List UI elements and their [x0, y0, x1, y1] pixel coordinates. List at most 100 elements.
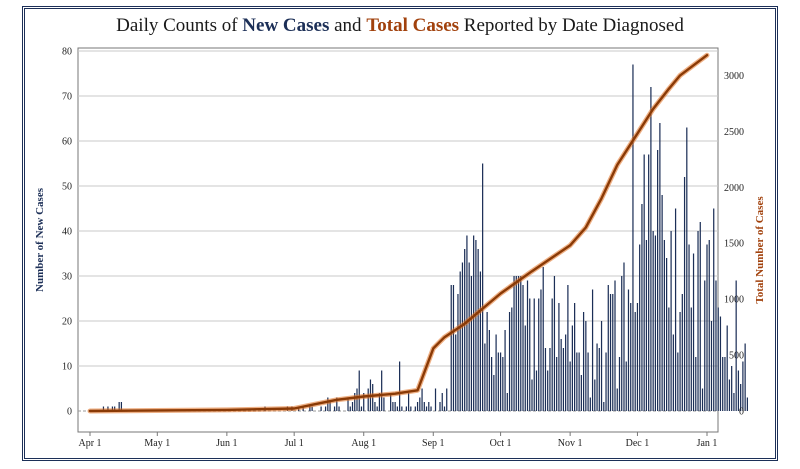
x-tick-label: May 1 [144, 438, 170, 449]
new-cases-bar [605, 352, 607, 411]
new-cases-bar [562, 348, 565, 411]
new-cases-bar [499, 352, 502, 411]
new-cases-bar [515, 276, 517, 411]
new-cases-bar [488, 330, 490, 411]
new-cases-bar [540, 289, 542, 411]
right-tick-label: 1000 [724, 295, 744, 306]
new-cases-bar [692, 253, 695, 411]
new-cases-bar [392, 402, 394, 411]
new-cases-bar [695, 357, 697, 411]
new-cases-bar [582, 312, 585, 411]
new-cases-bar [363, 393, 365, 411]
new-cases-bar [616, 388, 618, 411]
new-cases-bar [600, 321, 603, 411]
new-cases-bar [598, 348, 600, 411]
new-cases-bar [618, 357, 621, 411]
new-cases-bar [679, 312, 681, 411]
new-cases-bar [607, 285, 609, 411]
new-cases-bar [524, 325, 526, 411]
new-cases-bar [309, 406, 311, 411]
new-cases-bar [374, 402, 376, 411]
new-cases-bar [728, 379, 731, 411]
new-cases-bar [482, 163, 484, 411]
x-tick-label: Oct 1 [490, 438, 512, 449]
new-cases-bar [407, 393, 410, 411]
title-prefix: Daily Counts of [116, 15, 243, 36]
left-tick-label: 50 [62, 182, 72, 193]
new-cases-bar [338, 406, 340, 411]
new-cases-bar [493, 375, 495, 411]
new-cases-bar [717, 307, 719, 411]
left-axis-title: Number of New Cases [34, 187, 46, 292]
new-cases-bar [522, 285, 524, 411]
new-cases-bar [495, 334, 497, 411]
new-cases-bar [603, 402, 605, 411]
new-cases-bar [746, 397, 748, 411]
new-cases-bar [690, 307, 692, 411]
new-cases-bar [490, 357, 493, 411]
total-cases-line [87, 52, 710, 414]
left-axis-ticks: 0 10 20 30 40 50 60 70 80 [62, 47, 72, 418]
new-cases-bar [630, 303, 632, 411]
left-tick-label: 0 [67, 407, 72, 418]
new-cases-bar [443, 406, 446, 411]
new-cases-bar [708, 240, 710, 411]
new-cases-bar [621, 276, 623, 411]
new-cases-bar [571, 325, 573, 411]
new-cases-bar [349, 406, 351, 411]
new-cases-bar [414, 406, 416, 411]
new-cases-bar [533, 298, 535, 411]
new-cases-bar [506, 393, 508, 411]
title-mid: and [329, 15, 367, 36]
new-cases-bar [614, 280, 616, 411]
new-cases-bar [663, 240, 665, 411]
new-cases-bar [697, 231, 699, 411]
new-cases-bar [544, 348, 547, 411]
new-cases-bar [351, 402, 354, 411]
new-cases-bar [324, 406, 327, 411]
left-tick-label: 20 [62, 317, 72, 328]
new-cases-bar [596, 343, 598, 411]
total-cases-line [88, 54, 709, 413]
new-cases-bar [486, 312, 488, 411]
new-cases-bar [710, 321, 713, 411]
new-cases-bar [360, 406, 363, 411]
x-tick-label: Jul 1 [285, 438, 304, 449]
new-cases-bar [726, 325, 728, 411]
new-cases-bar [585, 321, 587, 411]
new-cases-bar [468, 262, 470, 411]
new-cases-bar [347, 397, 349, 411]
new-cases-bar [311, 406, 313, 411]
new-cases-bar [394, 402, 396, 411]
new-cases-bar [639, 244, 641, 411]
new-cases-bar [569, 361, 571, 411]
new-cases-bar [354, 393, 356, 411]
new-cases-bar [381, 370, 383, 411]
new-cases-bar [625, 361, 627, 411]
new-cases-bar [565, 334, 567, 411]
new-cases-bar [502, 357, 504, 411]
new-cases-bar [668, 307, 670, 411]
new-cases-bar [416, 402, 419, 411]
new-cases-bar [367, 388, 369, 411]
new-cases-bar [713, 208, 715, 411]
x-tick-label: Jan 1 [697, 438, 718, 449]
new-cases-bar [670, 231, 672, 411]
title-total-cases: Total Cases [366, 15, 460, 36]
title-new-cases: New Cases [242, 15, 330, 36]
new-cases-bar [430, 406, 432, 411]
left-tick-label: 60 [62, 137, 72, 148]
new-cases-bar [423, 402, 425, 411]
x-tick-label: Dec 1 [626, 438, 650, 449]
new-cases-bar [401, 406, 403, 411]
new-cases-bar [553, 276, 556, 411]
new-cases-bar [744, 343, 746, 411]
new-cases-bar [459, 271, 461, 411]
new-cases-bar [441, 393, 443, 411]
title-suffix: Reported by Date Diagnosed [459, 15, 684, 36]
right-tick-label: 0 [739, 407, 744, 418]
new-cases-bar [706, 244, 708, 411]
new-cases-bar [455, 334, 457, 411]
new-cases-bar [666, 258, 668, 411]
new-cases-bar [452, 285, 455, 411]
